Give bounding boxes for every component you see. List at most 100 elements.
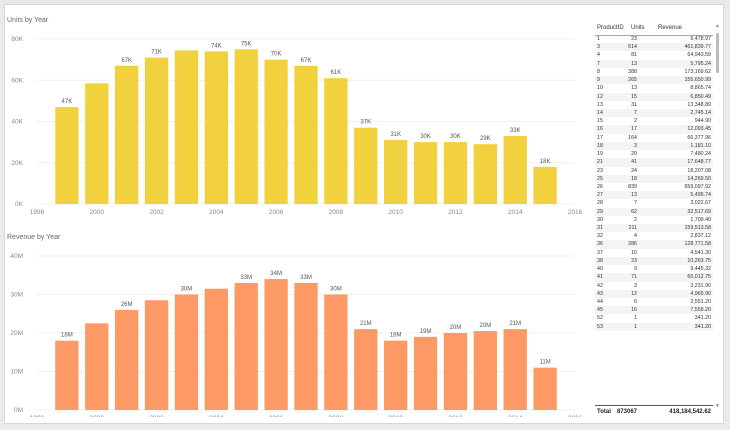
revenue-bar[interactable] — [204, 288, 228, 410]
table-row[interactable]: 4 81 64,943.59 — [595, 51, 713, 59]
table-row[interactable]: 8 388 173,169.62 — [595, 68, 713, 76]
table-row[interactable]: 13 31 13,348.89 — [595, 101, 713, 109]
table-row[interactable]: 40 9 9,445.32 — [595, 265, 713, 273]
revenue-bar[interactable] — [413, 336, 438, 410]
cell-units: 286 — [628, 241, 637, 248]
units-bar[interactable] — [144, 57, 169, 204]
header-productid[interactable]: ProductID — [597, 25, 624, 31]
product-table[interactable]: ProductID Units Revenue 1 23 9,478.97 3 514 4… — [595, 21, 720, 419]
revenue-bar[interactable] — [503, 329, 527, 410]
table-row[interactable]: 14 7 2,745.14 — [595, 108, 713, 118]
revenue-data-label: 19M — [420, 329, 432, 335]
units-bar[interactable] — [384, 140, 408, 204]
revenue-bar[interactable] — [144, 300, 169, 410]
units-bar[interactable] — [115, 65, 139, 204]
table-row[interactable]: 38 23 10,263.75 — [595, 256, 713, 266]
table-row[interactable]: 30 2 1,709.40 — [595, 216, 713, 224]
revenue-bar[interactable] — [324, 294, 348, 411]
revenue-bar[interactable] — [115, 309, 139, 410]
scroll-down-icon[interactable]: ▼ — [715, 403, 720, 409]
table-row[interactable]: 36 286 128,771.58 — [595, 240, 713, 249]
cell-revenue: 159,513.58 — [684, 225, 711, 232]
revenue-by-year-chart[interactable]: 0M 10M 20M 30M 40M 1998 2000 2002 2004 2006 2008 20… — [5, 242, 585, 417]
revenue-bar[interactable] — [294, 282, 318, 410]
cell-revenue: 14,269.50 — [687, 175, 711, 182]
cell-productid: 4 — [597, 52, 600, 59]
units-bar[interactable] — [204, 51, 228, 204]
units-bar[interactable] — [324, 78, 348, 204]
revenue-bar[interactable] — [174, 294, 199, 411]
table-row[interactable]: 23 24 18,207.08 — [595, 167, 713, 175]
revenue-bar[interactable] — [264, 279, 288, 410]
table-row[interactable]: 28 7 3,022.67 — [595, 199, 713, 207]
table-row[interactable]: 43 12 4,965.90 — [595, 289, 713, 298]
units-bar[interactable] — [443, 142, 468, 204]
revenue-bar[interactable] — [533, 367, 557, 410]
table-row[interactable]: 41 71 60,012.75 — [595, 273, 713, 282]
cell-revenue: 17,648.77 — [687, 159, 711, 166]
table-row[interactable]: 45 16 7,559.20 — [595, 306, 713, 315]
cell-productid: 17 — [597, 134, 603, 141]
table-row[interactable]: 3 514 461,839.77 — [595, 43, 713, 52]
revenue-bar[interactable] — [234, 282, 258, 410]
units-bar[interactable] — [85, 83, 109, 204]
header-revenue[interactable]: Revenue — [658, 25, 683, 31]
table-row[interactable]: 7 13 5,795.24 — [595, 59, 713, 68]
units-bar[interactable] — [174, 50, 199, 204]
table-row[interactable]: 10 13 8,865.74 — [595, 84, 713, 92]
cell-productid: 10 — [597, 85, 603, 92]
table-row[interactable]: 27 13 5,495.74 — [595, 191, 713, 200]
table-row[interactable]: 17 164 66,377.96 — [595, 134, 713, 142]
cell-units: 7 — [634, 200, 637, 207]
cell-revenue: 60,012.75 — [687, 274, 711, 281]
units-bar[interactable] — [264, 59, 288, 204]
units-ytick-label: 0K — [15, 201, 24, 208]
table-row[interactable]: 52 1 341.20 — [595, 314, 713, 322]
units-by-year-chart[interactable]: 0K 20K 40K 60K 80K 1998 2000 2002 2004 2006 2008 20… — [5, 25, 585, 215]
table-row[interactable]: 31 211 159,513.58 — [595, 224, 713, 233]
units-bar[interactable] — [473, 144, 497, 204]
units-bar[interactable] — [294, 65, 318, 204]
table-row[interactable]: 26 839 659,097.92 — [595, 183, 713, 191]
revenue-bar[interactable] — [443, 333, 468, 410]
cell-units: 3 — [634, 142, 637, 149]
cell-revenue: 4,965.90 — [690, 290, 711, 297]
table-row[interactable]: 18 3 1,181.10 — [595, 141, 713, 151]
revenue-ytick-label: 40M — [10, 253, 23, 260]
header-units[interactable]: Units — [631, 25, 645, 31]
cell-revenue: 9,478.97 — [690, 36, 711, 42]
units-bar[interactable] — [234, 49, 258, 204]
units-data-label: 29K — [480, 136, 491, 142]
table-row[interactable]: 12 15 6,850.49 — [595, 92, 713, 101]
scroll-thumb[interactable] — [716, 33, 719, 73]
units-bar[interactable] — [354, 127, 378, 204]
cell-units: 13 — [631, 192, 637, 199]
table-row[interactable]: 53 1 341.20 — [595, 322, 713, 331]
revenue-xtick-label: 2014 — [508, 415, 523, 417]
units-bar[interactable] — [533, 166, 557, 204]
units-bar[interactable] — [413, 142, 438, 204]
table-row[interactable]: 44 6 2,551.20 — [595, 298, 713, 306]
table-row[interactable]: 21 41 17,648.77 — [595, 158, 713, 167]
units-bar[interactable] — [503, 135, 527, 204]
scroll-up-icon[interactable]: ▲ — [715, 23, 720, 29]
table-row[interactable]: 25 18 14,269.50 — [595, 174, 713, 183]
revenue-bar[interactable] — [473, 331, 497, 410]
revenue-bar[interactable] — [384, 340, 408, 410]
table-row[interactable]: 1 23 9,478.97 — [595, 35, 713, 43]
cell-revenue: 10,263.75 — [687, 257, 711, 264]
revenue-bar[interactable] — [354, 329, 378, 410]
table-row[interactable]: 42 3 3,231.90 — [595, 282, 713, 290]
units-bar[interactable] — [55, 107, 79, 204]
table-row[interactable]: 29 62 32,517.69 — [595, 207, 713, 216]
revenue-bar[interactable] — [85, 323, 109, 410]
table-row[interactable]: 19 20 7,480.24 — [595, 150, 713, 158]
table-scrollbar[interactable]: ▲ ▼ — [715, 21, 720, 419]
table-row[interactable]: 37 10 4,541.30 — [595, 249, 713, 257]
revenue-bar[interactable] — [55, 340, 79, 410]
cell-units: 164 — [628, 134, 637, 141]
table-row[interactable]: 9 265 155,650.99 — [595, 76, 713, 85]
table-row[interactable]: 32 4 2,837.12 — [595, 232, 713, 240]
table-row[interactable]: 16 17 12,093.45 — [595, 125, 713, 134]
table-row[interactable]: 15 2 944.90 — [595, 117, 713, 125]
